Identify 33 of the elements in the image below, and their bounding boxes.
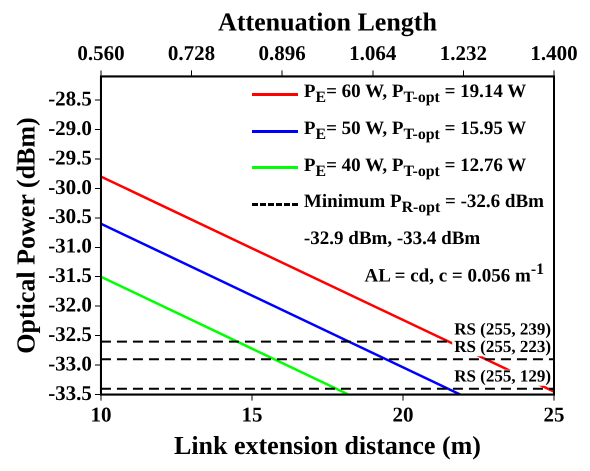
y-tick-label: -32.0 bbox=[48, 292, 92, 317]
x2-axis-title: Attenuation Length bbox=[218, 7, 438, 36]
ref-line-label: RS (255, 239) bbox=[454, 319, 551, 338]
y-tick-label: -32.5 bbox=[48, 322, 92, 346]
legend-label: P$_{E}$= 60 W, P$_{T-opt}$ = 19.14 W bbox=[304, 80, 526, 108]
legend-label: P$_{E}$= 40 W, P$_{T-opt}$ = 12.76 W bbox=[304, 154, 526, 182]
y-tick-label: -31.0 bbox=[48, 234, 92, 258]
x2-tick-label: 0.560 bbox=[77, 41, 125, 66]
x2-tick-label: 1.064 bbox=[349, 41, 397, 66]
y-axis-title: Optical Power (dBm) bbox=[11, 117, 40, 354]
x-tick-label: 10 bbox=[90, 402, 112, 427]
annotation: AL = cd, c = 0.056 m$^{-1}$ bbox=[364, 260, 544, 289]
x2-tick-label: 0.728 bbox=[168, 41, 216, 66]
y-tick-label: -29.0 bbox=[48, 116, 92, 140]
x-tick-label: 15 bbox=[241, 402, 262, 427]
y-tick-label: -31.5 bbox=[48, 263, 92, 288]
y-tick-label: -33.5 bbox=[48, 381, 92, 406]
x2-tick-label: 1.232 bbox=[440, 41, 488, 66]
annotation: -32.9 dBm, -33.4 dBm bbox=[304, 227, 480, 252]
x2-tick-label: 1.400 bbox=[530, 41, 578, 66]
annotation: Minimum P$_{R-opt}$ = -32.6 dBm bbox=[304, 190, 544, 218]
legend-label: P$_{E}$= 50 W, P$_{T-opt}$ = 15.95 W bbox=[304, 116, 526, 145]
y-tick-label: -30.5 bbox=[48, 204, 92, 228]
ref-line-label: RS (255, 129) bbox=[454, 366, 551, 386]
y-tick-label: -29.5 bbox=[48, 145, 92, 170]
x-tick-label: 20 bbox=[392, 402, 414, 427]
x-tick-label: 25 bbox=[544, 402, 564, 427]
y-tick-label: -28.5 bbox=[48, 86, 92, 110]
x2-tick-label: 0.896 bbox=[258, 41, 306, 66]
y-tick-label: -30.0 bbox=[48, 174, 92, 199]
x-axis-title: Link extension distance (m) bbox=[174, 431, 481, 460]
y-tick-label: -33.0 bbox=[48, 352, 92, 376]
ref-line-label: RS (255, 223) bbox=[454, 337, 551, 356]
